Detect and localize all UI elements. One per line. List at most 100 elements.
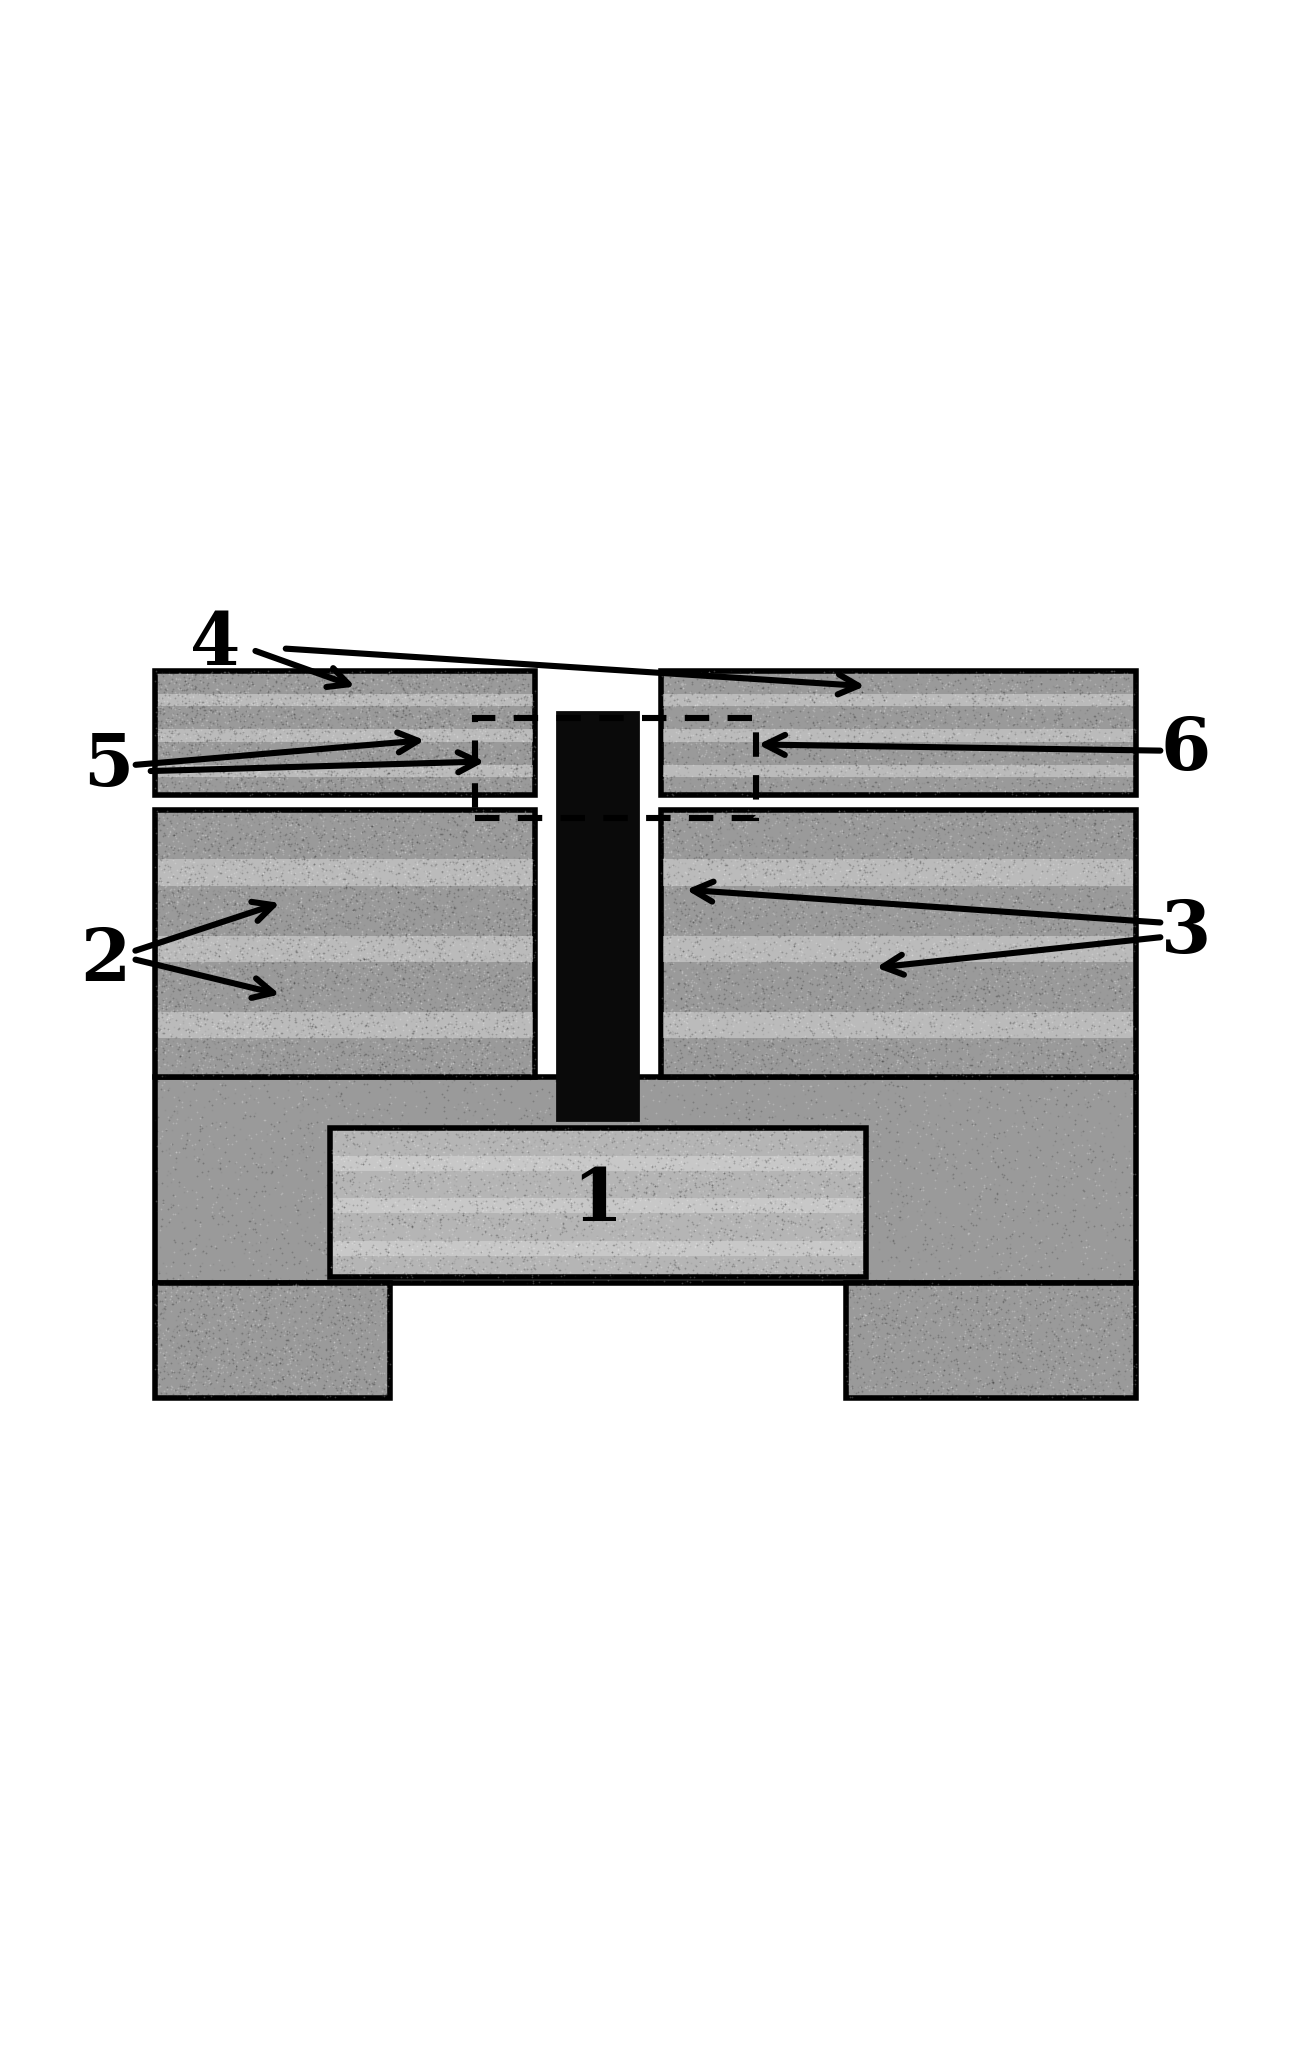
Point <box>669 766 689 799</box>
Point <box>386 1125 407 1158</box>
Point <box>425 974 446 1007</box>
Point <box>1095 691 1116 724</box>
Point <box>336 1222 356 1255</box>
Point <box>400 698 421 731</box>
Point <box>224 885 245 918</box>
Point <box>266 1263 286 1296</box>
Point <box>205 888 226 921</box>
Point <box>498 879 518 912</box>
Point <box>321 669 342 702</box>
Point <box>851 970 872 1003</box>
Point <box>216 1356 237 1389</box>
Point <box>406 1156 426 1189</box>
Point <box>989 1011 1010 1044</box>
Point <box>457 1152 478 1185</box>
Point <box>797 755 818 788</box>
Point <box>769 805 789 838</box>
Point <box>314 962 334 995</box>
Point <box>1034 832 1055 865</box>
Point <box>232 710 253 743</box>
Point <box>1117 832 1138 865</box>
Point <box>1025 1207 1046 1240</box>
Point <box>153 941 174 974</box>
Point <box>223 885 244 918</box>
Point <box>578 1158 599 1191</box>
Point <box>472 1195 492 1228</box>
Point <box>691 987 712 1020</box>
Point <box>614 1222 635 1255</box>
Point <box>607 1162 627 1195</box>
Point <box>355 1251 376 1284</box>
Point <box>248 764 268 797</box>
Point <box>959 1148 980 1181</box>
Point <box>806 869 827 902</box>
Point <box>482 1137 503 1170</box>
Point <box>568 1090 588 1123</box>
Point <box>801 689 822 722</box>
Point <box>603 1205 623 1238</box>
Point <box>226 714 246 747</box>
Point <box>915 1046 936 1079</box>
Point <box>998 1319 1019 1352</box>
Point <box>697 943 718 976</box>
Point <box>421 1238 442 1271</box>
Point <box>384 685 404 718</box>
Point <box>583 1125 604 1158</box>
Point <box>381 803 402 836</box>
Point <box>196 694 216 727</box>
Point <box>820 1119 841 1152</box>
Point <box>184 1059 205 1092</box>
Point <box>353 1350 373 1383</box>
Point <box>678 724 699 757</box>
Point <box>389 799 410 832</box>
Point <box>1078 1342 1099 1375</box>
Point <box>966 660 986 694</box>
Point <box>700 704 721 737</box>
Point <box>535 1104 556 1137</box>
Point <box>709 850 730 883</box>
Point <box>877 838 898 871</box>
Point <box>421 1205 442 1238</box>
Point <box>678 755 699 788</box>
Point <box>956 702 977 735</box>
Point <box>815 1119 836 1152</box>
Point <box>906 908 927 941</box>
Point <box>231 1156 251 1189</box>
Point <box>275 1282 295 1315</box>
Point <box>394 760 415 793</box>
Point <box>819 945 840 978</box>
Point <box>722 1158 743 1191</box>
Point <box>325 1220 346 1253</box>
Point <box>433 706 454 739</box>
Point <box>284 1315 305 1348</box>
Point <box>893 982 914 1015</box>
Point <box>172 1007 193 1040</box>
Point <box>1065 912 1086 945</box>
Point <box>964 1234 985 1267</box>
Point <box>971 803 991 836</box>
Point <box>324 1009 345 1042</box>
Point <box>665 1015 686 1049</box>
Point <box>187 712 207 745</box>
Point <box>759 1112 780 1146</box>
Point <box>273 799 294 832</box>
Point <box>683 1195 704 1228</box>
Point <box>1016 838 1037 871</box>
Point <box>268 972 289 1005</box>
Point <box>345 743 365 776</box>
Point <box>931 1335 951 1368</box>
Point <box>732 1247 753 1280</box>
Point <box>417 1053 438 1086</box>
Point <box>1041 1329 1061 1362</box>
Point <box>785 1015 806 1049</box>
Point <box>206 1055 227 1088</box>
Point <box>693 667 714 700</box>
Point <box>198 1059 219 1092</box>
Point <box>193 842 214 875</box>
Point <box>325 1079 346 1112</box>
Point <box>181 1315 202 1348</box>
Point <box>323 1015 343 1049</box>
Point <box>792 1121 813 1154</box>
Point <box>739 677 759 710</box>
Point <box>756 1129 776 1162</box>
